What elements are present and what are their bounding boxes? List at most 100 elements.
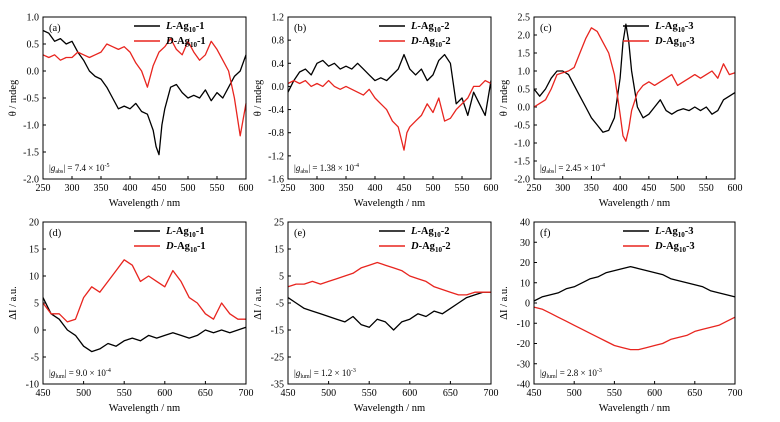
x-tick-label: 500: [321, 388, 336, 399]
y-tick-label: -0.5: [514, 121, 530, 132]
x-tick-label: 350: [94, 183, 109, 194]
series-line-d: [42, 37, 247, 137]
series-line-d: [533, 306, 736, 351]
y-tick-label: 1.0: [518, 67, 531, 78]
plot-frame: [533, 16, 736, 180]
x-tick-label: 550: [607, 388, 622, 399]
dissymmetry-factor-annotation: |gabs| = 2.45 × 10-4: [540, 163, 605, 175]
x-tick-label: 300: [310, 183, 325, 194]
panel-label: (e): [294, 228, 306, 239]
x-tick-label: 550: [210, 183, 225, 194]
plot-frame: [42, 221, 247, 385]
x-tick-label: 600: [157, 388, 172, 399]
legend-entry: L-Ag10-3: [654, 21, 694, 34]
x-tick-label: 400: [123, 183, 138, 194]
series-line-d: [287, 79, 492, 151]
series-line-l: [533, 265, 736, 302]
y-tick-label: -15: [271, 326, 284, 337]
y-tick-label: -0.8: [268, 128, 284, 139]
legend-entry: D-Ag10-2: [410, 36, 451, 49]
y-axis-title: θ / mdeg: [499, 79, 510, 116]
y-tick-label: -1.0: [514, 139, 530, 150]
x-tick-label: 650: [443, 388, 458, 399]
series-line-l: [287, 53, 492, 117]
y-tick-label: 0.4: [272, 59, 285, 70]
y-tick-label: 1.2: [272, 13, 285, 24]
x-tick-label: 450: [397, 183, 412, 194]
y-tick-label: 10: [520, 278, 530, 289]
y-tick-label: -2.0: [514, 175, 530, 186]
y-tick-label: -20: [517, 339, 530, 350]
y-tick-label: -0.5: [23, 94, 39, 105]
x-tick-label: 550: [699, 183, 714, 194]
y-tick-label: 15: [29, 245, 39, 256]
y-tick-label: 20: [29, 218, 39, 229]
y-tick-label: 20: [520, 258, 530, 269]
y-tick-label: 2.0: [518, 31, 531, 42]
x-tick-label: 650: [198, 388, 213, 399]
x-tick-label: 600: [647, 388, 662, 399]
panel-label: (a): [49, 23, 61, 34]
chart-panel-e: 450 500 550 600 650 700 -35 -25 -15 -5 5 15 25 (e) L-A…: [253, 218, 499, 415]
chart-panel-a: 250 300 350 400 450 500 550 600 -2.0 -1.5 -1.0 -0.5…: [8, 13, 254, 210]
x-tick-label: 450: [36, 388, 51, 399]
plot-frame: [533, 221, 736, 385]
y-axis-title: θ / mdeg: [253, 79, 264, 116]
x-tick-label: 700: [239, 388, 254, 399]
dissymmetry-factor-annotation: |gabs| = 1.38 × 10-4: [294, 163, 359, 175]
legend-entry: L-Ag10-3: [654, 226, 694, 239]
series-line-l: [287, 291, 491, 331]
x-axis-title: Wavelength / nm: [354, 403, 425, 414]
x-tick-label: 350: [584, 183, 599, 194]
y-tick-label: 0.0: [27, 67, 40, 78]
y-tick-label: -10: [26, 380, 39, 391]
legend-entry: L-Ag10-1: [165, 21, 205, 34]
panel-label: (c): [540, 23, 552, 34]
y-tick-label: -1.5: [514, 157, 530, 168]
x-tick-label: 450: [641, 183, 656, 194]
x-tick-label: 500: [76, 388, 91, 399]
y-tick-label: 2.5: [518, 13, 531, 24]
x-tick-label: 500: [426, 183, 441, 194]
x-tick-label: 500: [670, 183, 685, 194]
y-tick-label: 0: [525, 299, 530, 310]
series-line-d: [42, 259, 246, 323]
y-tick-label: 40: [520, 218, 530, 229]
legend-entry: D-Ag10-2: [410, 241, 451, 254]
x-tick-label: 550: [117, 388, 132, 399]
series-line-l: [533, 23, 736, 133]
y-tick-label: -1.5: [23, 148, 39, 159]
x-tick-label: 700: [728, 388, 743, 399]
y-tick-label: 1.5: [518, 49, 531, 60]
y-tick-label: 30: [520, 238, 530, 249]
x-tick-label: 350: [339, 183, 354, 194]
y-tick-label: 0.5: [518, 85, 531, 96]
legend-entry: D-Ag10-3: [654, 36, 695, 49]
legend-entry: D-Ag10-1: [165, 36, 206, 49]
y-tick-label: -0.4: [268, 105, 284, 116]
y-tick-label: -5: [276, 299, 284, 310]
y-tick-label: 0.5: [27, 40, 40, 51]
panel-label: (d): [49, 228, 62, 239]
x-axis-title: Wavelength / nm: [599, 403, 670, 414]
dissymmetry-factor-annotation: |glum| = 1.2 × 10-3: [294, 368, 356, 380]
series-line-d: [533, 27, 736, 142]
y-tick-label: 0: [34, 326, 39, 337]
panel-label: (b): [294, 23, 307, 34]
panel-label: (f): [540, 228, 551, 239]
y-tick-label: -40: [517, 380, 530, 391]
series-line-l: [42, 29, 247, 156]
y-tick-label: -1.0: [23, 121, 39, 132]
series-line-l: [42, 297, 247, 353]
y-tick-label: -10: [517, 319, 530, 330]
legend-entry: L-Ag10-2: [410, 21, 450, 34]
legend-entry: L-Ag10-1: [165, 226, 205, 239]
chart-panel-b: 250 300 350 400 450 500 550 600 -1.6 -1.2 -0.8 -0.4…: [253, 13, 499, 210]
dissymmetry-factor-annotation: |glum| = 2.8 × 10-3: [540, 368, 602, 380]
y-tick-label: -1.6: [268, 175, 284, 186]
x-tick-label: 300: [555, 183, 570, 194]
y-tick-label: -30: [517, 359, 530, 370]
chart-panel-d: 450 500 550 600 650 700 -10 -5 0 5 10 15 20 (d) L-Ag10…: [8, 218, 254, 415]
x-tick-label: 500: [181, 183, 196, 194]
